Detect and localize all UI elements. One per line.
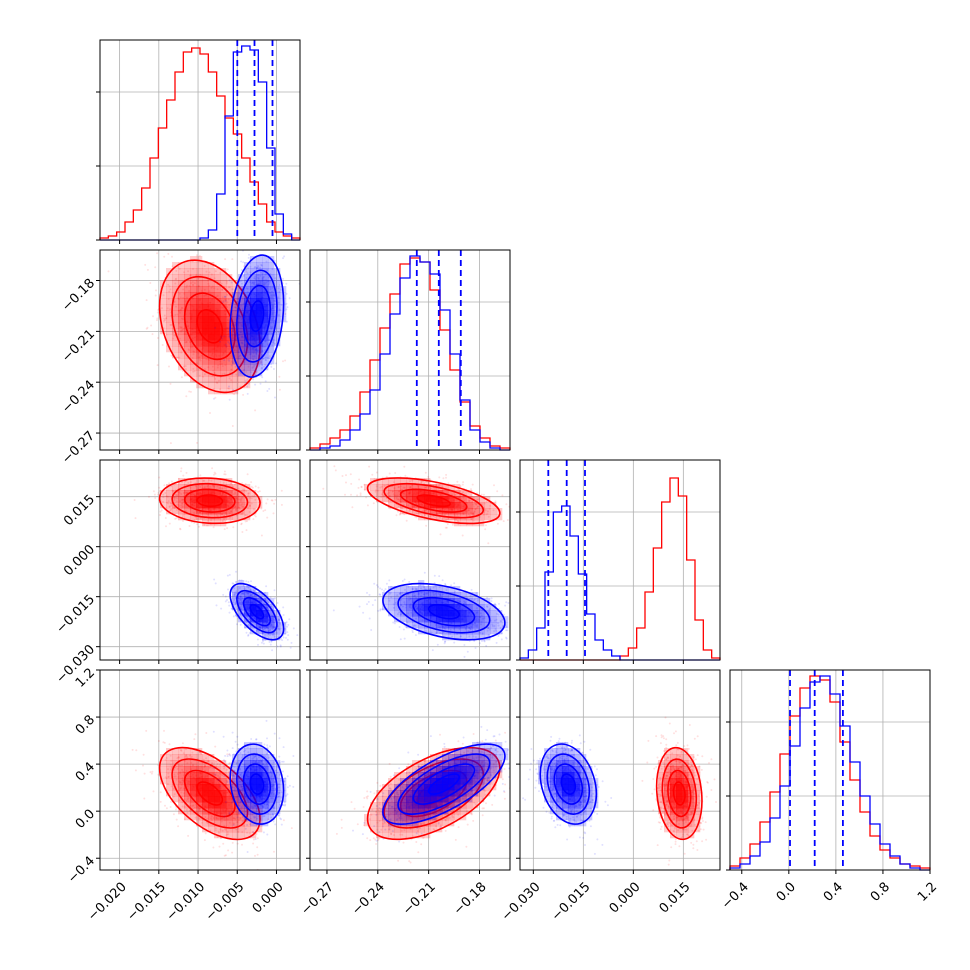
contours-red <box>158 746 261 841</box>
x-tick-label: −0.21 <box>400 880 439 919</box>
y-tick-label: −0.18 <box>59 276 98 315</box>
marginal-frame-1 <box>309 249 511 451</box>
histogram-blue <box>310 255 510 451</box>
panel-1-2 <box>310 460 510 660</box>
y-tick-label: 0.8 <box>73 712 98 737</box>
histogram-blue <box>100 45 300 241</box>
contours-red <box>655 746 703 841</box>
x-tick-label: −0.010 <box>164 880 209 925</box>
contours-blue <box>539 743 598 825</box>
marginal-2 <box>516 460 721 661</box>
y-tick-label: −0.4 <box>65 854 98 887</box>
x-tick-label: 0.4 <box>821 880 846 905</box>
x-tick-label: 1.2 <box>915 880 940 905</box>
histogram-red <box>520 477 721 661</box>
x-tick-label: −0.005 <box>203 880 248 925</box>
x-tick-label: 0.000 <box>607 880 644 917</box>
x-tick-label: 0.0 <box>774 880 799 905</box>
marginal-3 <box>726 670 931 871</box>
y-tick-label: −0.27 <box>59 428 98 467</box>
y-tick-label: 0.4 <box>73 760 98 785</box>
contours-red <box>366 477 501 525</box>
contours-red <box>158 477 261 525</box>
contours-blue <box>229 582 285 641</box>
panel-2-3 <box>520 670 720 870</box>
panel-0-2 <box>100 460 300 660</box>
panel-1-3 <box>310 670 510 870</box>
y-tick-label: 0.015 <box>61 492 98 529</box>
contours-red <box>158 259 261 394</box>
histogram-red <box>99 47 301 240</box>
x-tick-label: −0.015 <box>124 880 169 925</box>
panel-frame-0-3 <box>99 669 301 871</box>
marginal-frame-2 <box>519 459 721 661</box>
x-tick-label: −0.18 <box>451 880 490 919</box>
contours-blue <box>229 743 285 825</box>
x-tick-label: −0.030 <box>499 880 544 925</box>
panel-frame-2-3 <box>519 669 721 871</box>
x-tick-label: −0.015 <box>549 880 594 925</box>
histogram-red <box>309 257 511 450</box>
x-tick-label: 0.015 <box>657 880 694 917</box>
y-tick-label: −0.015 <box>53 592 98 637</box>
x-tick-label: 0.000 <box>250 880 287 917</box>
x-tick-label: −0.020 <box>85 880 130 925</box>
histogram-red <box>729 675 931 870</box>
x-tick-label: 0.8 <box>868 880 893 905</box>
y-tick-label: −0.24 <box>59 378 98 417</box>
contours-blue <box>382 582 506 641</box>
x-tick-label: −0.4 <box>719 880 752 913</box>
panel-frame-0-1 <box>99 249 301 451</box>
contours-blue <box>382 743 506 825</box>
x-tick-label: −0.24 <box>349 880 388 919</box>
histogram-blue <box>519 505 720 661</box>
panel-frame-1-2 <box>309 459 511 661</box>
marginal-frame-3 <box>729 669 931 871</box>
marginal-0 <box>96 40 301 241</box>
marginal-1 <box>306 250 511 451</box>
histogram-blue <box>729 675 930 871</box>
panel-frame-1-3 <box>309 669 511 871</box>
panel-0-1 <box>100 250 300 450</box>
panel-0-3 <box>100 670 300 870</box>
density-blue <box>232 256 287 377</box>
panel-frame-0-2 <box>99 459 301 661</box>
marginal-frame-0 <box>99 39 301 241</box>
contours-blue <box>229 254 285 378</box>
y-tick-label: −0.21 <box>59 327 98 366</box>
y-tick-label: 0.0 <box>73 807 98 832</box>
x-tick-label: −0.27 <box>298 880 337 919</box>
y-tick-label: 0.000 <box>61 542 98 579</box>
